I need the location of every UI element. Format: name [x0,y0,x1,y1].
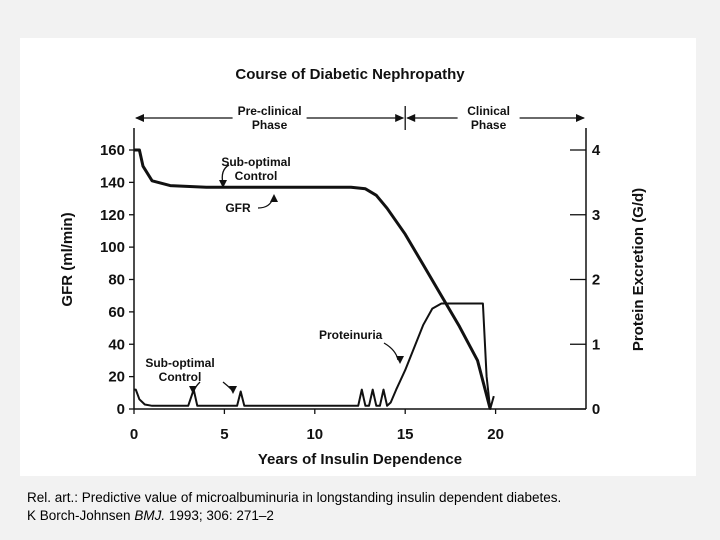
annotation-label: Sub-optimal [221,155,290,169]
caption-journal: BMJ. [134,508,166,523]
y-axis-label-left: GFR (ml/min) [59,212,76,306]
x-tick-label: 0 [130,426,138,443]
left-tick-label: 140 [100,174,125,191]
annotation-label: Proteinuria [319,328,383,342]
caption-line-1: Rel. art.: Predictive value of microalbu… [27,490,562,505]
chart-svg: Course of Diabetic Nephropathy0204060801… [59,66,647,468]
annotation-arrowhead [270,194,278,202]
phase-label: Pre-clinical [238,104,302,118]
x-tick-label: 10 [306,426,323,443]
annotation-arrowhead [219,180,227,188]
right-tick-label: 0 [592,401,600,418]
annotation-arrowhead [396,356,404,364]
phase-arrowhead [135,114,144,122]
annotation-label: Sub-optimal [145,356,214,370]
x-tick-label: 15 [397,426,414,443]
caption-citation: 1993; 306: 271–2 [165,508,274,523]
phase-arrowhead [576,114,585,122]
annotation-arrow [257,197,274,209]
annotation-arrow [383,342,399,361]
right-tick-label: 4 [592,142,601,159]
phase-label: Clinical [467,104,510,118]
left-tick-label: 160 [100,142,125,159]
x-tick-label: 20 [487,426,504,443]
series-line-gfr [134,148,492,410]
phase-label: Phase [471,118,507,132]
series-line-proteinuria [134,302,495,410]
left-tick-label: 40 [108,336,125,353]
citation-caption: Rel. art.: Predictive value of microalbu… [27,489,707,525]
chart-title: Course of Diabetic Nephropathy [235,66,465,83]
annotation-label: GFR [225,201,251,215]
right-tick-label: 2 [592,272,600,289]
x-tick-label: 5 [220,426,228,443]
left-tick-label: 60 [108,304,125,321]
x-axis-label: Years of Insulin Dependence [258,451,462,468]
phase-label: Phase [252,118,288,132]
y-axis-label-right: Protein Excretion (G/d) [630,188,647,351]
caption-authors: K Borch-Johnsen [27,508,135,523]
annotation-arrowhead [229,386,237,394]
left-tick-label: 120 [100,207,125,224]
right-tick-label: 1 [592,336,600,353]
chart-figure: Course of Diabetic Nephropathy 0 20 40 60 80 1… [20,38,696,476]
phase-arrowhead [406,114,416,122]
annotation-label: Control [235,169,278,183]
right-tick-label: 3 [592,207,600,224]
phase-arrowhead [395,114,405,122]
left-tick-label: 20 [108,369,125,386]
caption-line-2: K Borch-Johnsen BMJ. 1993; 306: 271–2 [27,507,707,525]
left-tick-label: 0 [117,401,125,418]
left-tick-label: 80 [108,272,125,289]
annotation-label: Control [159,370,202,384]
annotation-arrowhead [189,386,197,394]
left-tick-label: 100 [100,239,125,256]
